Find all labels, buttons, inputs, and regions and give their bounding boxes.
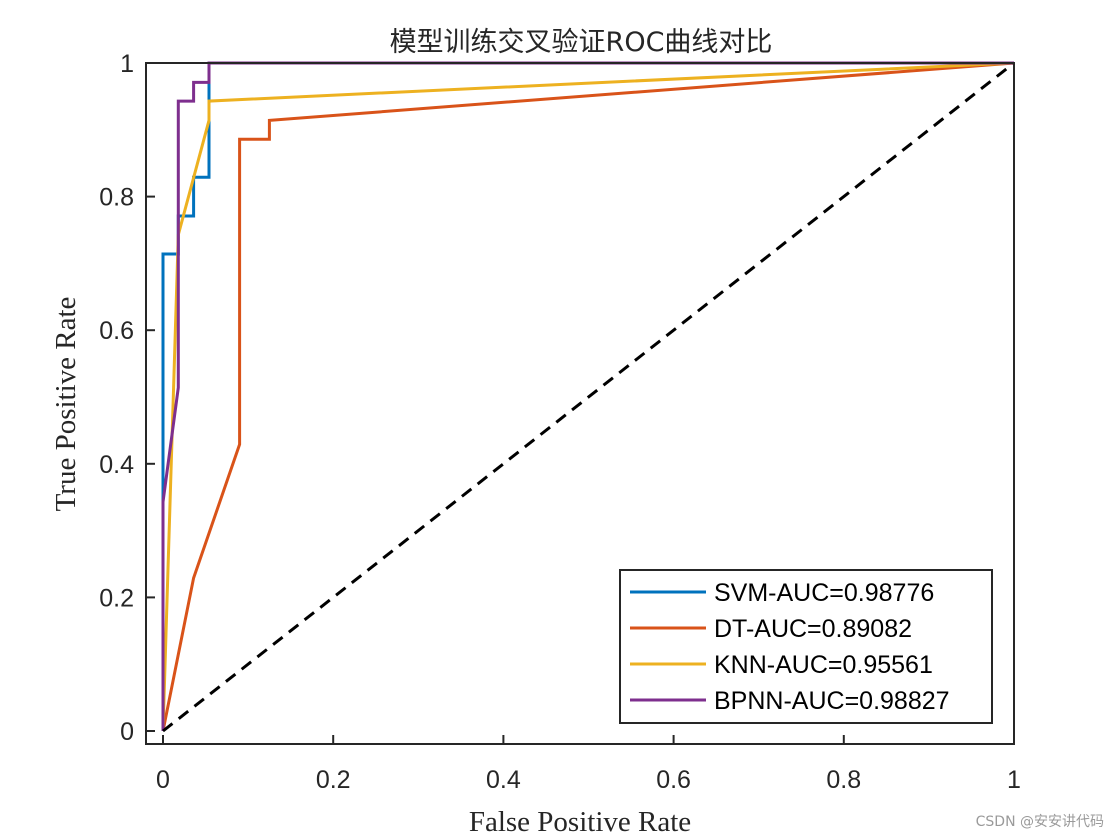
diagonal-reference-line xyxy=(162,61,1015,733)
legend-label: KNN-AUC=0.95561 xyxy=(714,651,933,679)
series-layer xyxy=(161,61,1015,733)
plot-frame xyxy=(145,62,1015,745)
chart-title: 模型训练交叉验证ROC曲线对比 xyxy=(390,27,773,58)
x-tick-label: 0.6 xyxy=(656,766,691,794)
x-axis: 0 0.2 0.4 0.6 0.8 1 xyxy=(156,735,1021,794)
y-tick-label: 0 xyxy=(120,718,134,746)
x-tick-label: 0.4 xyxy=(486,766,521,794)
series-line-2 xyxy=(161,61,1015,732)
x-tick-label: 0.8 xyxy=(826,766,861,794)
legend: SVM-AUC=0.98776 DT-AUC=0.89082 KNN-AUC=0.9… xyxy=(619,569,993,724)
x-tick-label: 1 xyxy=(1007,766,1021,794)
legend-label: DT-AUC=0.89082 xyxy=(714,615,912,643)
y-tick-label: 0.6 xyxy=(99,317,134,345)
y-tick-label: 0.2 xyxy=(99,584,134,612)
legend-items: SVM-AUC=0.98776 DT-AUC=0.89082 KNN-AUC=0.9… xyxy=(630,579,950,715)
x-axis-label: False Positive Rate xyxy=(469,806,691,838)
series-line-3 xyxy=(161,61,1015,732)
y-tick-label: 0.4 xyxy=(99,451,134,479)
legend-box xyxy=(619,569,993,724)
y-axis: 0 0.2 0.4 0.6 0.8 1 xyxy=(99,50,155,746)
x-tick-label: 0.2 xyxy=(316,766,351,794)
legend-label: SVM-AUC=0.98776 xyxy=(714,579,934,607)
series-line-4 xyxy=(161,61,1014,731)
x-tick-label: 0 xyxy=(156,766,170,794)
watermark: CSDN @安安讲代码 xyxy=(976,814,1104,830)
legend-label: BPNN-AUC=0.98827 xyxy=(714,687,950,715)
y-tick-label: 0.8 xyxy=(99,184,134,212)
y-tick-label: 1 xyxy=(120,50,134,78)
y-axis-label: True Positive Rate xyxy=(50,297,82,512)
